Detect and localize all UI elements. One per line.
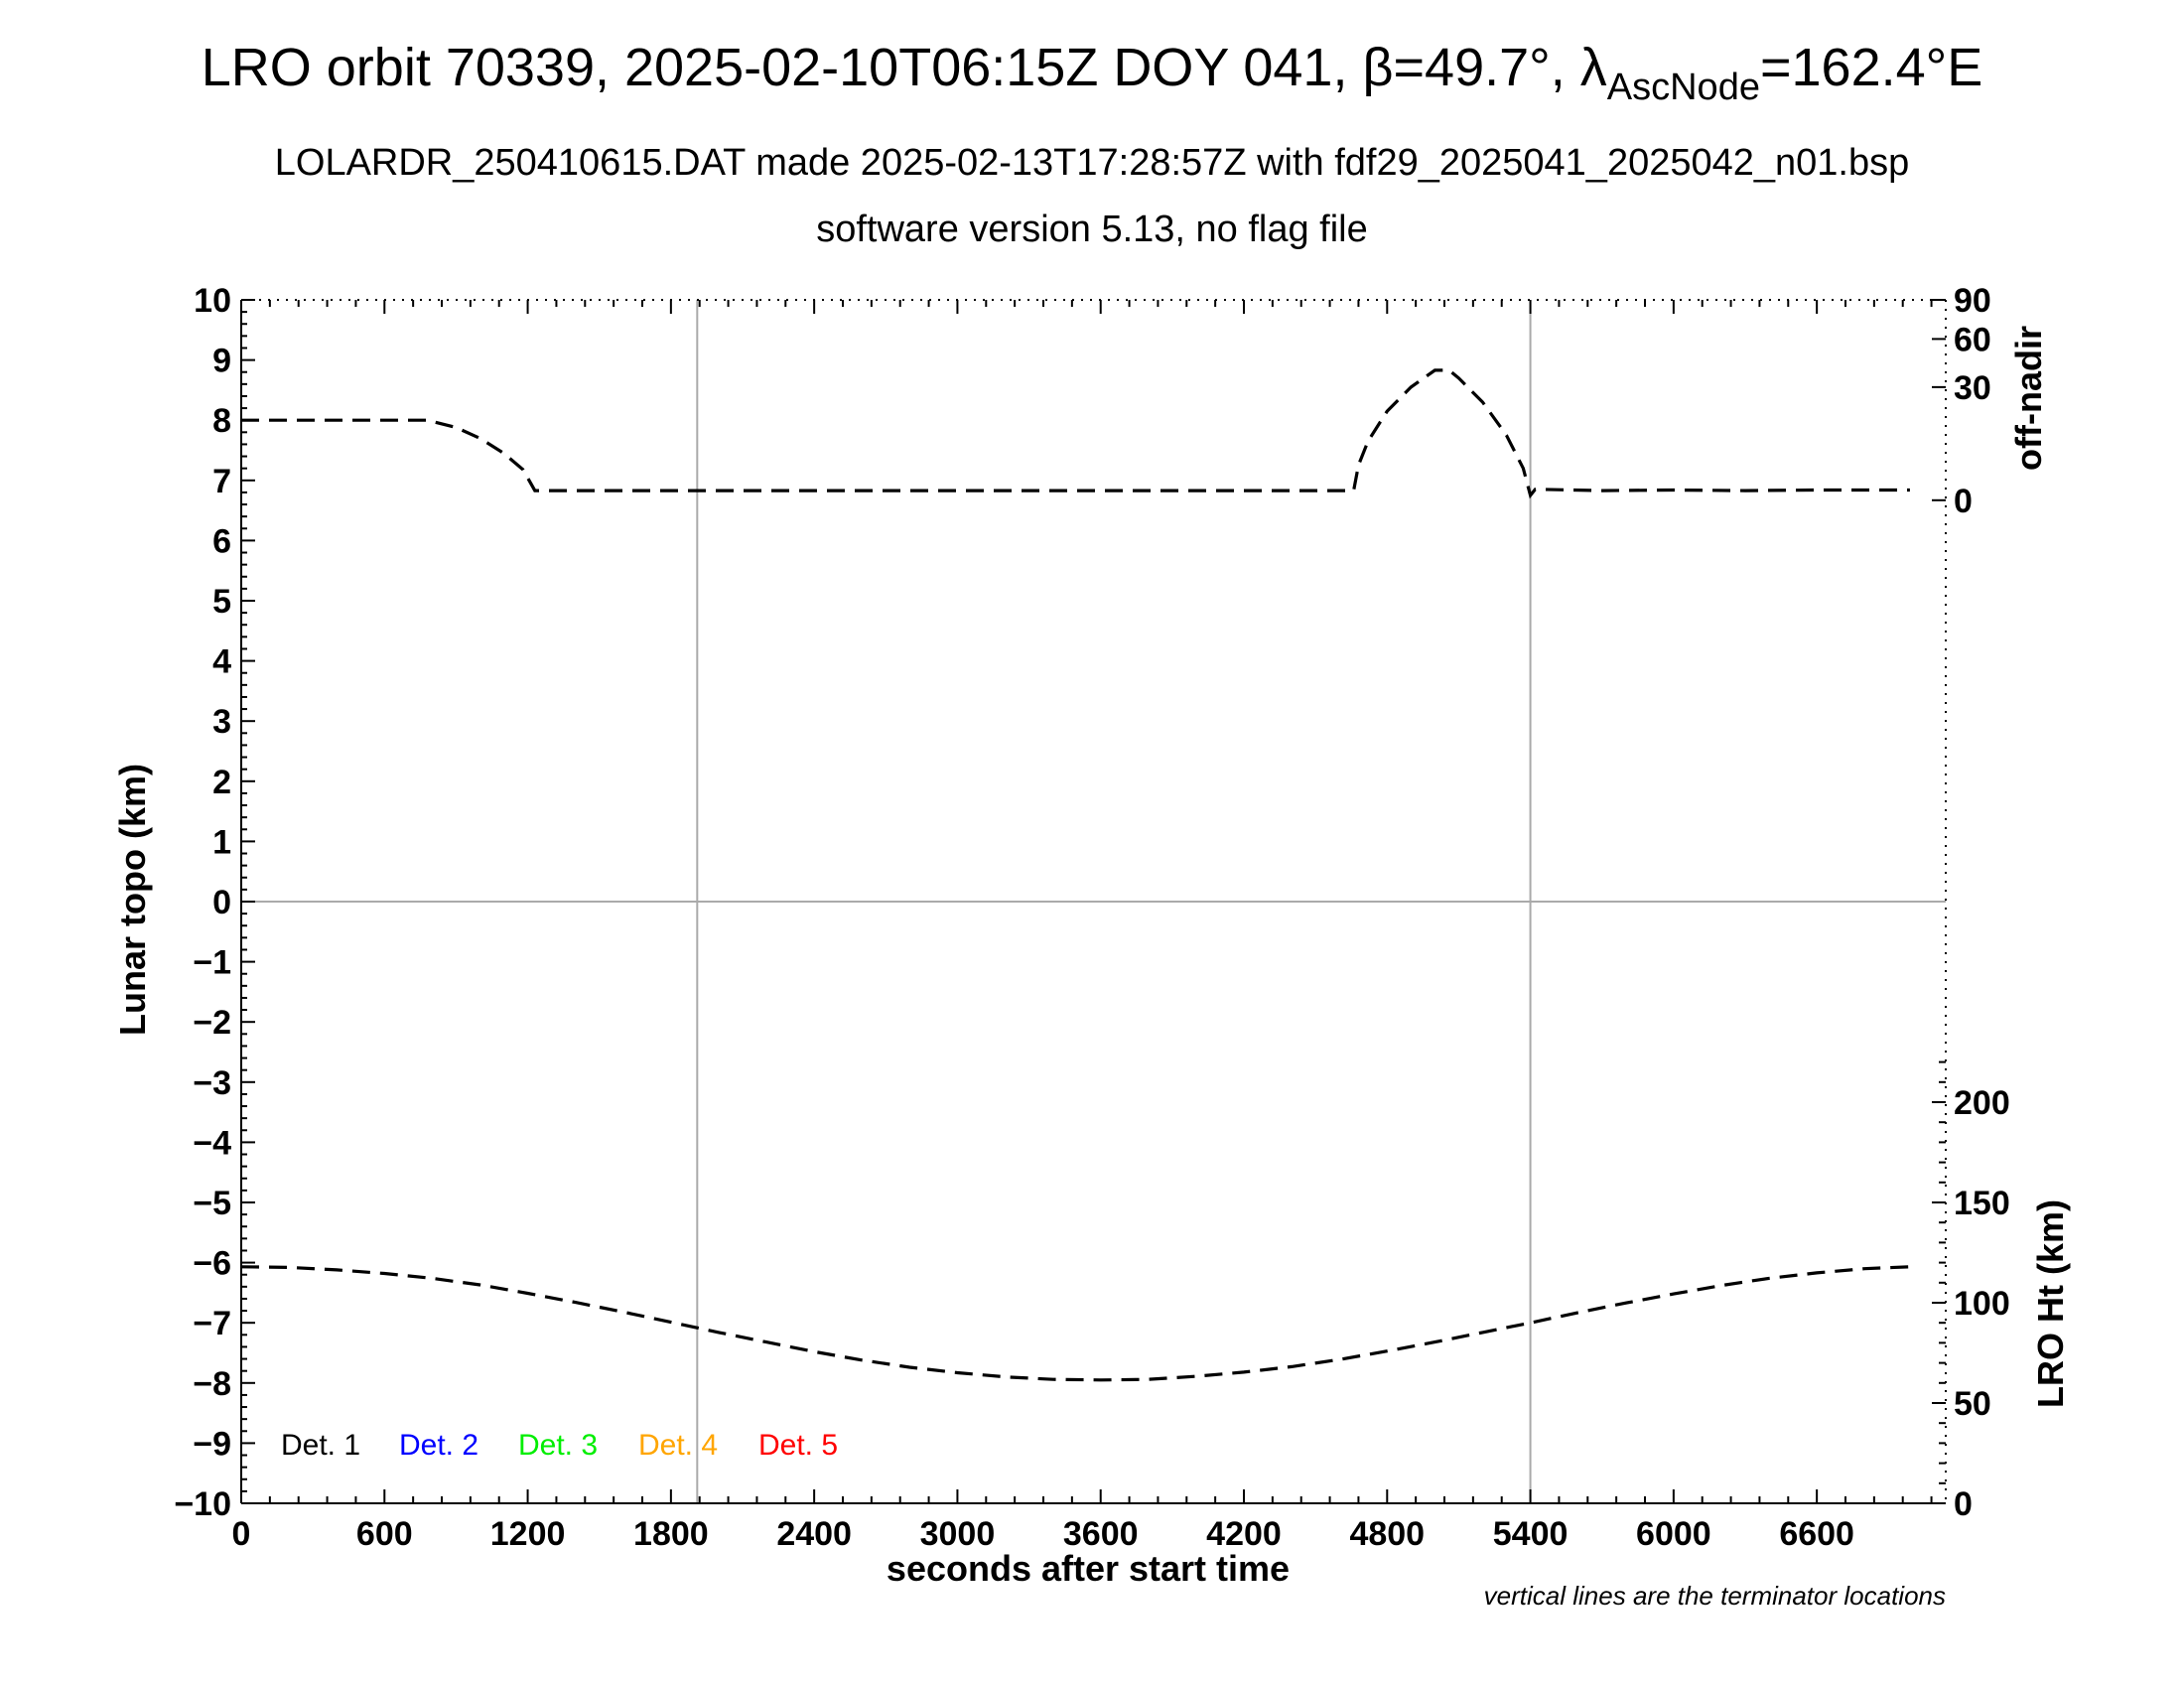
y-tick-label: −6	[193, 1245, 231, 1283]
y-tick-label: 10	[194, 282, 231, 320]
y-tick-label: −7	[193, 1305, 231, 1342]
y-tick-label: 4	[212, 643, 231, 681]
offnadir-tick-label: 30	[1954, 369, 1991, 407]
x-tick-label: 2400	[776, 1515, 852, 1553]
height-tick-label: 50	[1954, 1385, 1991, 1423]
y-tick-label: 5	[212, 583, 231, 621]
y2-axis-label-offnadir: off-nadir	[2008, 326, 2049, 471]
legend-item: Det. 4	[638, 1429, 718, 1462]
y-tick-label: −2	[193, 1004, 231, 1042]
y-tick-label: 0	[212, 884, 231, 921]
legend-item: Det. 2	[399, 1429, 478, 1462]
y-tick-label: 9	[212, 343, 231, 380]
x-tick-label: 3000	[920, 1515, 996, 1553]
y-tick-label: 2	[212, 764, 231, 801]
offnadir-tick-label: 90	[1954, 282, 1991, 320]
x-tick-label: 600	[356, 1515, 413, 1553]
legend-item: Det. 5	[758, 1429, 838, 1462]
y-tick-label: −8	[193, 1365, 231, 1403]
x-axis-label: seconds after start time	[887, 1548, 1290, 1589]
y-tick-label: 8	[212, 402, 231, 440]
chart-ticks: 0 600 1200 1800 2400 3000 3600 4200 4800 5400 6000…	[174, 282, 2009, 1553]
height-tick-label: 150	[1954, 1185, 2010, 1222]
series-line-1	[240, 1265, 1910, 1382]
y-axis-label: Lunar topo (km)	[112, 764, 153, 1036]
y-tick-label: 7	[212, 463, 231, 500]
x-tick-label: 4200	[1206, 1515, 1282, 1553]
terminator-footnote: vertical lines are the terminator locati…	[1484, 1581, 1946, 1611]
y-tick-label: −5	[193, 1185, 231, 1222]
legend-item: Det. 1	[281, 1429, 360, 1462]
chart-title: LRO orbit 70339, 2025-02-10T06:15Z DOY 0…	[202, 38, 1983, 108]
x-tick-label: 0	[232, 1515, 251, 1553]
plot-area	[240, 299, 1947, 1504]
legend-item: Det. 3	[518, 1429, 598, 1462]
y2-axis-label-height: LRO Ht (km)	[2030, 1199, 2071, 1408]
chart-title-main: LRO orbit 70339, 2025-02-10T06:15Z DOY 0…	[202, 38, 1607, 97]
chart-subtitle-1: LOLARDR_250410615.DAT made 2025-02-13T17…	[275, 142, 1910, 184]
y-tick-label: −9	[193, 1425, 231, 1463]
x-tick-label: 3600	[1063, 1515, 1139, 1553]
x-tick-label: 1800	[633, 1515, 709, 1553]
y-tick-label: −1	[193, 944, 231, 982]
y-tick-label: 3	[212, 703, 231, 741]
y-tick-label: −4	[193, 1124, 231, 1162]
height-tick-label: 100	[1954, 1285, 2010, 1323]
height-tick-label: 200	[1954, 1084, 2010, 1122]
y-tick-label: −10	[174, 1485, 231, 1523]
offnadir-tick-label: 0	[1954, 483, 1973, 520]
chart-title-end: =162.4°E	[1760, 38, 1982, 97]
y-tick-label: −3	[193, 1064, 231, 1102]
y-tick-label: 1	[212, 823, 231, 861]
x-tick-label: 6600	[1779, 1515, 1854, 1553]
offnadir-tick-label: 60	[1954, 321, 1991, 358]
x-tick-label: 4800	[1349, 1515, 1425, 1553]
chart-subtitle-2: software version 5.13, no flag file	[816, 209, 1368, 250]
series-line-0	[241, 368, 1910, 499]
chart-marks	[240, 368, 1910, 1382]
chart-title-subscript: AscNode	[1607, 67, 1760, 108]
height-tick-label: 0	[1954, 1485, 1973, 1523]
x-tick-label: 5400	[1493, 1515, 1569, 1553]
x-tick-label: 1200	[490, 1515, 566, 1553]
legend: Det. 1 Det. 2 Det. 3 Det. 4 Det. 5	[281, 1429, 838, 1462]
x-tick-label: 6000	[1636, 1515, 1711, 1553]
y-tick-label: 6	[212, 522, 231, 560]
